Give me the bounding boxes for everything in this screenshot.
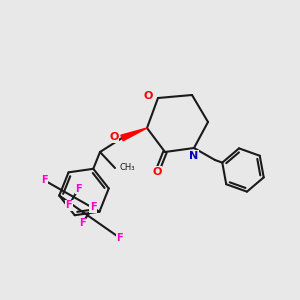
Text: F: F [66, 200, 72, 210]
Text: O: O [143, 91, 153, 101]
Text: F: F [41, 176, 48, 185]
Text: F: F [90, 202, 96, 212]
Text: N: N [189, 151, 199, 161]
Text: O: O [152, 167, 162, 177]
Text: O: O [109, 132, 119, 142]
Text: F: F [75, 184, 82, 194]
Text: CH₃: CH₃ [119, 163, 134, 172]
Text: F: F [79, 218, 86, 228]
Polygon shape [121, 128, 147, 141]
Text: F: F [116, 232, 123, 243]
